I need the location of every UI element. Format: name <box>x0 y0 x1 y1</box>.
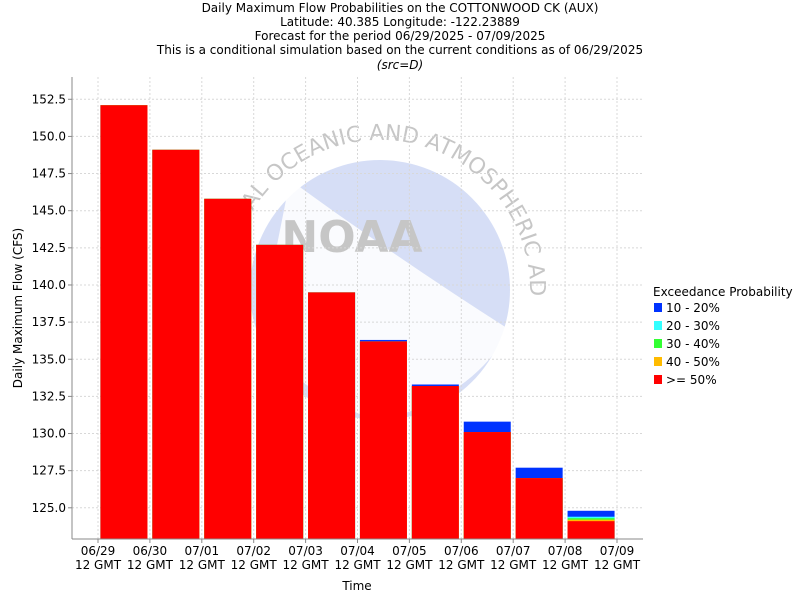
x-tick-label-date: 07/08 <box>548 544 583 558</box>
chart-subtitle-location: Latitude: 40.385 Longitude: -122.23889 <box>280 15 520 29</box>
watermark-logo-text: NOAA <box>281 212 422 263</box>
x-tick-label-time: 12 GMT <box>75 558 122 572</box>
x-tick-label-date: 07/06 <box>444 544 479 558</box>
chart-titles: Daily Maximum Flow Probabilities on the … <box>156 1 643 72</box>
x-tick-label-date: 07/03 <box>288 544 323 558</box>
y-tick-label: 125.0 <box>32 501 66 515</box>
bar-07-07 <box>515 478 563 539</box>
x-tick-label-time: 12 GMT <box>594 558 641 572</box>
x-tick-label-date: 07/05 <box>392 544 427 558</box>
x-tick-label-date: 07/01 <box>185 544 220 558</box>
y-axis-title: Daily Maximum Flow (CFS) <box>11 228 25 388</box>
y-tick-label: 150.0 <box>32 129 66 143</box>
x-tick-label-date: 07/09 <box>600 544 635 558</box>
legend-label: 10 - 20% <box>666 301 720 315</box>
x-tick-label-time: 12 GMT <box>334 558 381 572</box>
legend-label: 20 - 30% <box>666 319 720 333</box>
legend-label: 30 - 40% <box>666 337 720 351</box>
y-tick-label: 127.5 <box>32 464 66 478</box>
x-axis-title: Time <box>341 579 371 593</box>
bar-06-30 <box>152 149 200 539</box>
y-tick-label: 145.0 <box>32 204 66 218</box>
x-tick-label-time: 12 GMT <box>231 558 278 572</box>
bar-07-02 <box>256 244 304 540</box>
y-tick-label: 137.5 <box>32 315 66 329</box>
bar-07-01 <box>204 198 252 539</box>
chart-subtitle-period: Forecast for the period 06/29/2025 - 07/… <box>255 29 546 43</box>
legend-title: Exceedance Probability <box>653 285 793 299</box>
legend-swatch <box>654 375 662 384</box>
chart-subtitle-conditions: This is a conditional simulation based o… <box>156 43 643 57</box>
bar-07-05 <box>411 385 459 539</box>
x-tick-label-time: 12 GMT <box>283 558 330 572</box>
y-tick-label: 135.0 <box>32 352 66 366</box>
bar-07-03 <box>308 292 356 539</box>
x-tick-label-time: 12 GMT <box>386 558 433 572</box>
legend-swatch <box>654 357 662 366</box>
legend-label: >= 50% <box>666 373 717 387</box>
y-tick-label: 147.5 <box>32 167 66 181</box>
legend-swatch <box>654 339 662 348</box>
bar-07-04 <box>359 341 407 539</box>
x-tick-label-time: 12 GMT <box>438 558 485 572</box>
y-tick-label: 140.0 <box>32 278 66 292</box>
legend-swatch <box>654 303 662 312</box>
legend-swatch <box>654 321 662 330</box>
x-tick-label-time: 12 GMT <box>490 558 537 572</box>
y-tick-label: 142.5 <box>32 241 66 255</box>
x-tick-label-date: 06/29 <box>81 544 116 558</box>
x-tick-label-time: 12 GMT <box>127 558 174 572</box>
grid-lines <box>72 77 643 539</box>
x-tick-label-time: 12 GMT <box>179 558 226 572</box>
y-tick-label: 152.5 <box>32 92 66 106</box>
x-tick-label-time: 12 GMT <box>542 558 589 572</box>
x-tick-label-date: 07/04 <box>340 544 375 558</box>
chart-title: Daily Maximum Flow Probabilities on the … <box>202 1 599 15</box>
axes: 125.0 127.5 130.0 132.5 135.0 137.5 140.0 142.5… <box>32 77 643 572</box>
y-tick-label: 130.0 <box>32 427 66 441</box>
x-tick-label-date: 07/02 <box>236 544 271 558</box>
bar-series <box>100 105 615 540</box>
bar-06-29 <box>100 105 148 539</box>
bar-07-06 <box>463 432 511 539</box>
legend: Exceedance Probability 10 - 20% 20 - 30% 3… <box>653 285 793 387</box>
x-tick-label-date: 06/30 <box>133 544 168 558</box>
y-tick-label: 132.5 <box>32 389 66 403</box>
legend-label: 40 - 50% <box>666 355 720 369</box>
bar-07-08 <box>567 521 615 539</box>
chart-subtitle-source: (src=D) <box>377 58 423 72</box>
x-tick-label-date: 07/07 <box>496 544 531 558</box>
